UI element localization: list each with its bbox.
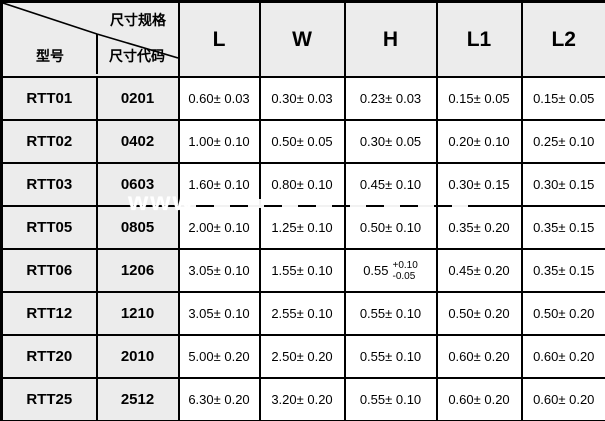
model-cell: RTT01 — [0, 76, 98, 121]
code-cell: 0402 — [95, 119, 180, 164]
corner-label-size-code: 尺寸代码 — [109, 48, 165, 64]
code-cell: 0805 — [95, 205, 180, 250]
code-cell: 1206 — [95, 248, 180, 293]
h-tolerance-minus: -0.05 — [392, 270, 416, 282]
table-row: RTT12 1210 3.05± 0.10 2.55± 0.10 0.55± 0… — [0, 291, 605, 336]
code-cell: 0201 — [95, 76, 180, 121]
model-cell: RTT06 — [0, 248, 98, 293]
value-cell-L2: 0.25± 0.10 — [520, 119, 605, 164]
value-cell-H: 0.55± 0.10 — [343, 291, 438, 336]
value-cell-L: 6.30± 0.20 — [177, 377, 261, 421]
value-cell-H: 0.55± 0.10 — [343, 334, 438, 379]
table-row: RTT20 2010 5.00± 0.20 2.50± 0.20 0.55± 0… — [0, 334, 605, 379]
table-row: RTT05 0805 2.00± 0.10 1.25± 0.10 0.50± 0… — [0, 205, 605, 250]
value-cell-L1: 0.15± 0.05 — [435, 76, 523, 121]
value-cell-W: 1.55± 0.10 — [258, 248, 346, 293]
table-row: RTT06 1206 3.05± 0.10 1.55± 0.10 0.55 +0… — [0, 248, 605, 293]
code-cell: 2010 — [95, 334, 180, 379]
column-header-H: H — [343, 0, 438, 78]
value-cell-W: 3.20± 0.20 — [258, 377, 346, 421]
table-row: RTT02 0402 1.00± 0.10 0.50± 0.05 0.30± 0… — [0, 119, 605, 164]
column-header-L2: L2 — [520, 0, 605, 78]
value-cell-L: 1.00± 0.10 — [177, 119, 261, 164]
model-cell: RTT03 — [0, 162, 98, 207]
model-cell: RTT02 — [0, 119, 98, 164]
corner-label-model: 型号 — [36, 48, 64, 64]
value-cell-L: 3.05± 0.10 — [177, 248, 261, 293]
table-row: RTT01 0201 0.60± 0.03 0.30± 0.03 0.23± 0… — [0, 76, 605, 121]
value-cell-L: 5.00± 0.20 — [177, 334, 261, 379]
value-cell-L1: 0.20± 0.10 — [435, 119, 523, 164]
value-cell-L1: 0.60± 0.20 — [435, 334, 523, 379]
value-cell-L: 2.00± 0.10 — [177, 205, 261, 250]
value-cell-L2: 0.35± 0.15 — [520, 205, 605, 250]
value-cell-L1: 0.60± 0.20 — [435, 377, 523, 421]
code-cell: 1210 — [95, 291, 180, 336]
value-cell-L2: 0.30± 0.15 — [520, 162, 605, 207]
code-cell: 2512 — [95, 377, 180, 421]
header-row: 尺寸规格 型号 尺寸代码 L W H L1 L2 — [0, 0, 605, 78]
model-cell: RTT20 — [0, 334, 98, 379]
value-cell-H-stacked: 0.55 +0.10 -0.05 — [343, 248, 438, 293]
code-cell: 0603 — [95, 162, 180, 207]
value-cell-L1: 0.50± 0.20 — [435, 291, 523, 336]
value-cell-L1: 0.45± 0.20 — [435, 248, 523, 293]
value-cell-W: 2.50± 0.20 — [258, 334, 346, 379]
diagonal-divider — [3, 3, 177, 74]
value-cell-H: 0.30± 0.05 — [343, 119, 438, 164]
model-cell: RTT05 — [0, 205, 98, 250]
value-cell-L2: 0.50± 0.20 — [520, 291, 605, 336]
value-cell-L2: 0.60± 0.20 — [520, 377, 605, 421]
watermark-erasure — [180, 199, 475, 208]
model-cell: RTT12 — [0, 291, 98, 336]
value-cell-H: 0.55± 0.10 — [343, 377, 438, 421]
value-cell-L: 0.60± 0.03 — [177, 76, 261, 121]
h-nominal: 0.55 — [363, 263, 389, 278]
value-cell-L2: 0.35± 0.15 — [520, 248, 605, 293]
column-header-W: W — [258, 0, 346, 78]
value-cell-L1: 0.35± 0.20 — [435, 205, 523, 250]
value-cell-L2: 0.60± 0.20 — [520, 334, 605, 379]
watermark-text: www — [128, 186, 195, 216]
value-cell-H: 0.50± 0.10 — [343, 205, 438, 250]
column-header-L1: L1 — [435, 0, 523, 78]
value-cell-L2: 0.15± 0.05 — [520, 76, 605, 121]
value-cell-W: 1.25± 0.10 — [258, 205, 346, 250]
model-cell: RTT25 — [0, 377, 98, 421]
table-row: RTT25 2512 6.30± 0.20 3.20± 0.20 0.55± 0… — [0, 377, 605, 421]
value-cell-W: 0.30± 0.03 — [258, 76, 346, 121]
value-cell-L1: 0.30± 0.15 — [435, 162, 523, 207]
column-header-L: L — [177, 0, 261, 78]
corner-header-cell: 尺寸规格 型号 尺寸代码 — [0, 0, 180, 78]
corner-label-size-spec: 尺寸规格 — [110, 12, 166, 28]
value-cell-W: 2.55± 0.10 — [258, 291, 346, 336]
value-cell-W: 0.50± 0.05 — [258, 119, 346, 164]
h-tolerance-plus: +0.10 — [392, 259, 418, 271]
table-row: RTT03 0603 1.60± 0.10 0.80± 0.10 0.45± 0… — [0, 162, 605, 207]
value-cell-L: 3.05± 0.10 — [177, 291, 261, 336]
value-cell-H: 0.23± 0.03 — [343, 76, 438, 121]
